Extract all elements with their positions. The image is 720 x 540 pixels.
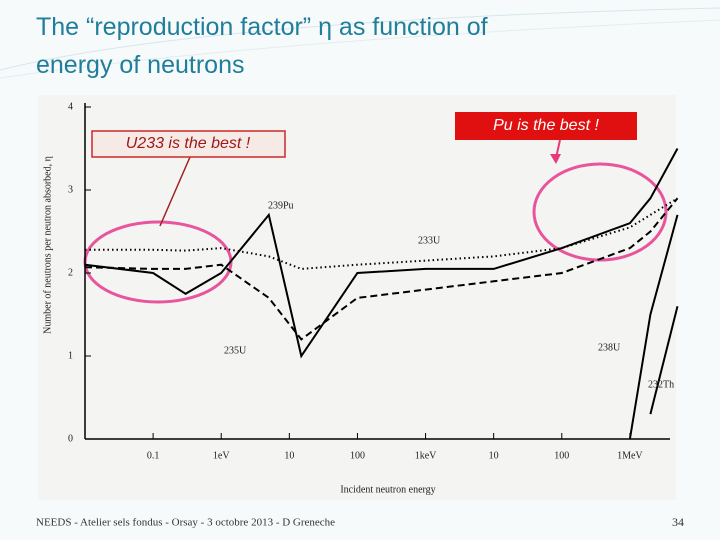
decoration xyxy=(0,19,720,79)
series-label: 238U xyxy=(598,342,621,353)
y-tick-label: 3 xyxy=(68,184,73,195)
x-tick-label: 10 xyxy=(284,450,294,461)
series-label: 235U xyxy=(224,345,247,356)
y-tick-label: 4 xyxy=(68,101,73,112)
slide-title: The “reproduction factor” η as function … xyxy=(36,13,488,79)
y-tick-label: 0 xyxy=(68,433,73,444)
line-series xyxy=(628,214,679,440)
line-series xyxy=(84,197,679,341)
line-series xyxy=(649,305,679,415)
line-series xyxy=(85,197,679,270)
y-tick-label: 2 xyxy=(68,267,73,278)
x-tick-label: 1keV xyxy=(415,450,437,461)
x-axis-label: Incident neutron energy xyxy=(340,484,435,495)
pointer-line xyxy=(159,156,191,227)
y-axis-label: Number of neutrons per neutron absorbed,… xyxy=(42,156,53,334)
series-label: 233U xyxy=(418,235,441,246)
annotation-box xyxy=(455,112,637,140)
annotation: U233 is the best ! xyxy=(126,135,251,152)
x-tick-label: 1eV xyxy=(213,450,230,461)
x-tick-label: 100 xyxy=(554,450,569,461)
chart-area xyxy=(38,95,676,500)
x-tick-label: 1MeV xyxy=(617,450,643,461)
line-series xyxy=(84,148,679,359)
series-label: 232Th xyxy=(648,379,674,390)
series-label: 239Pu xyxy=(268,200,294,211)
x-tick-label: 0.1 xyxy=(147,450,160,461)
footer: NEEDS - Atelier sels fondus - Orsay - 3 … xyxy=(36,517,335,529)
decoration xyxy=(0,7,720,71)
annotation-box xyxy=(91,130,286,158)
page-number: 34 xyxy=(672,515,684,529)
annotation: Pu is the best ! xyxy=(493,117,599,134)
y-tick-label: 1 xyxy=(68,350,73,361)
arrow-head xyxy=(550,154,561,164)
x-tick-label: 10 xyxy=(489,450,499,461)
x-tick-label: 100 xyxy=(350,450,365,461)
